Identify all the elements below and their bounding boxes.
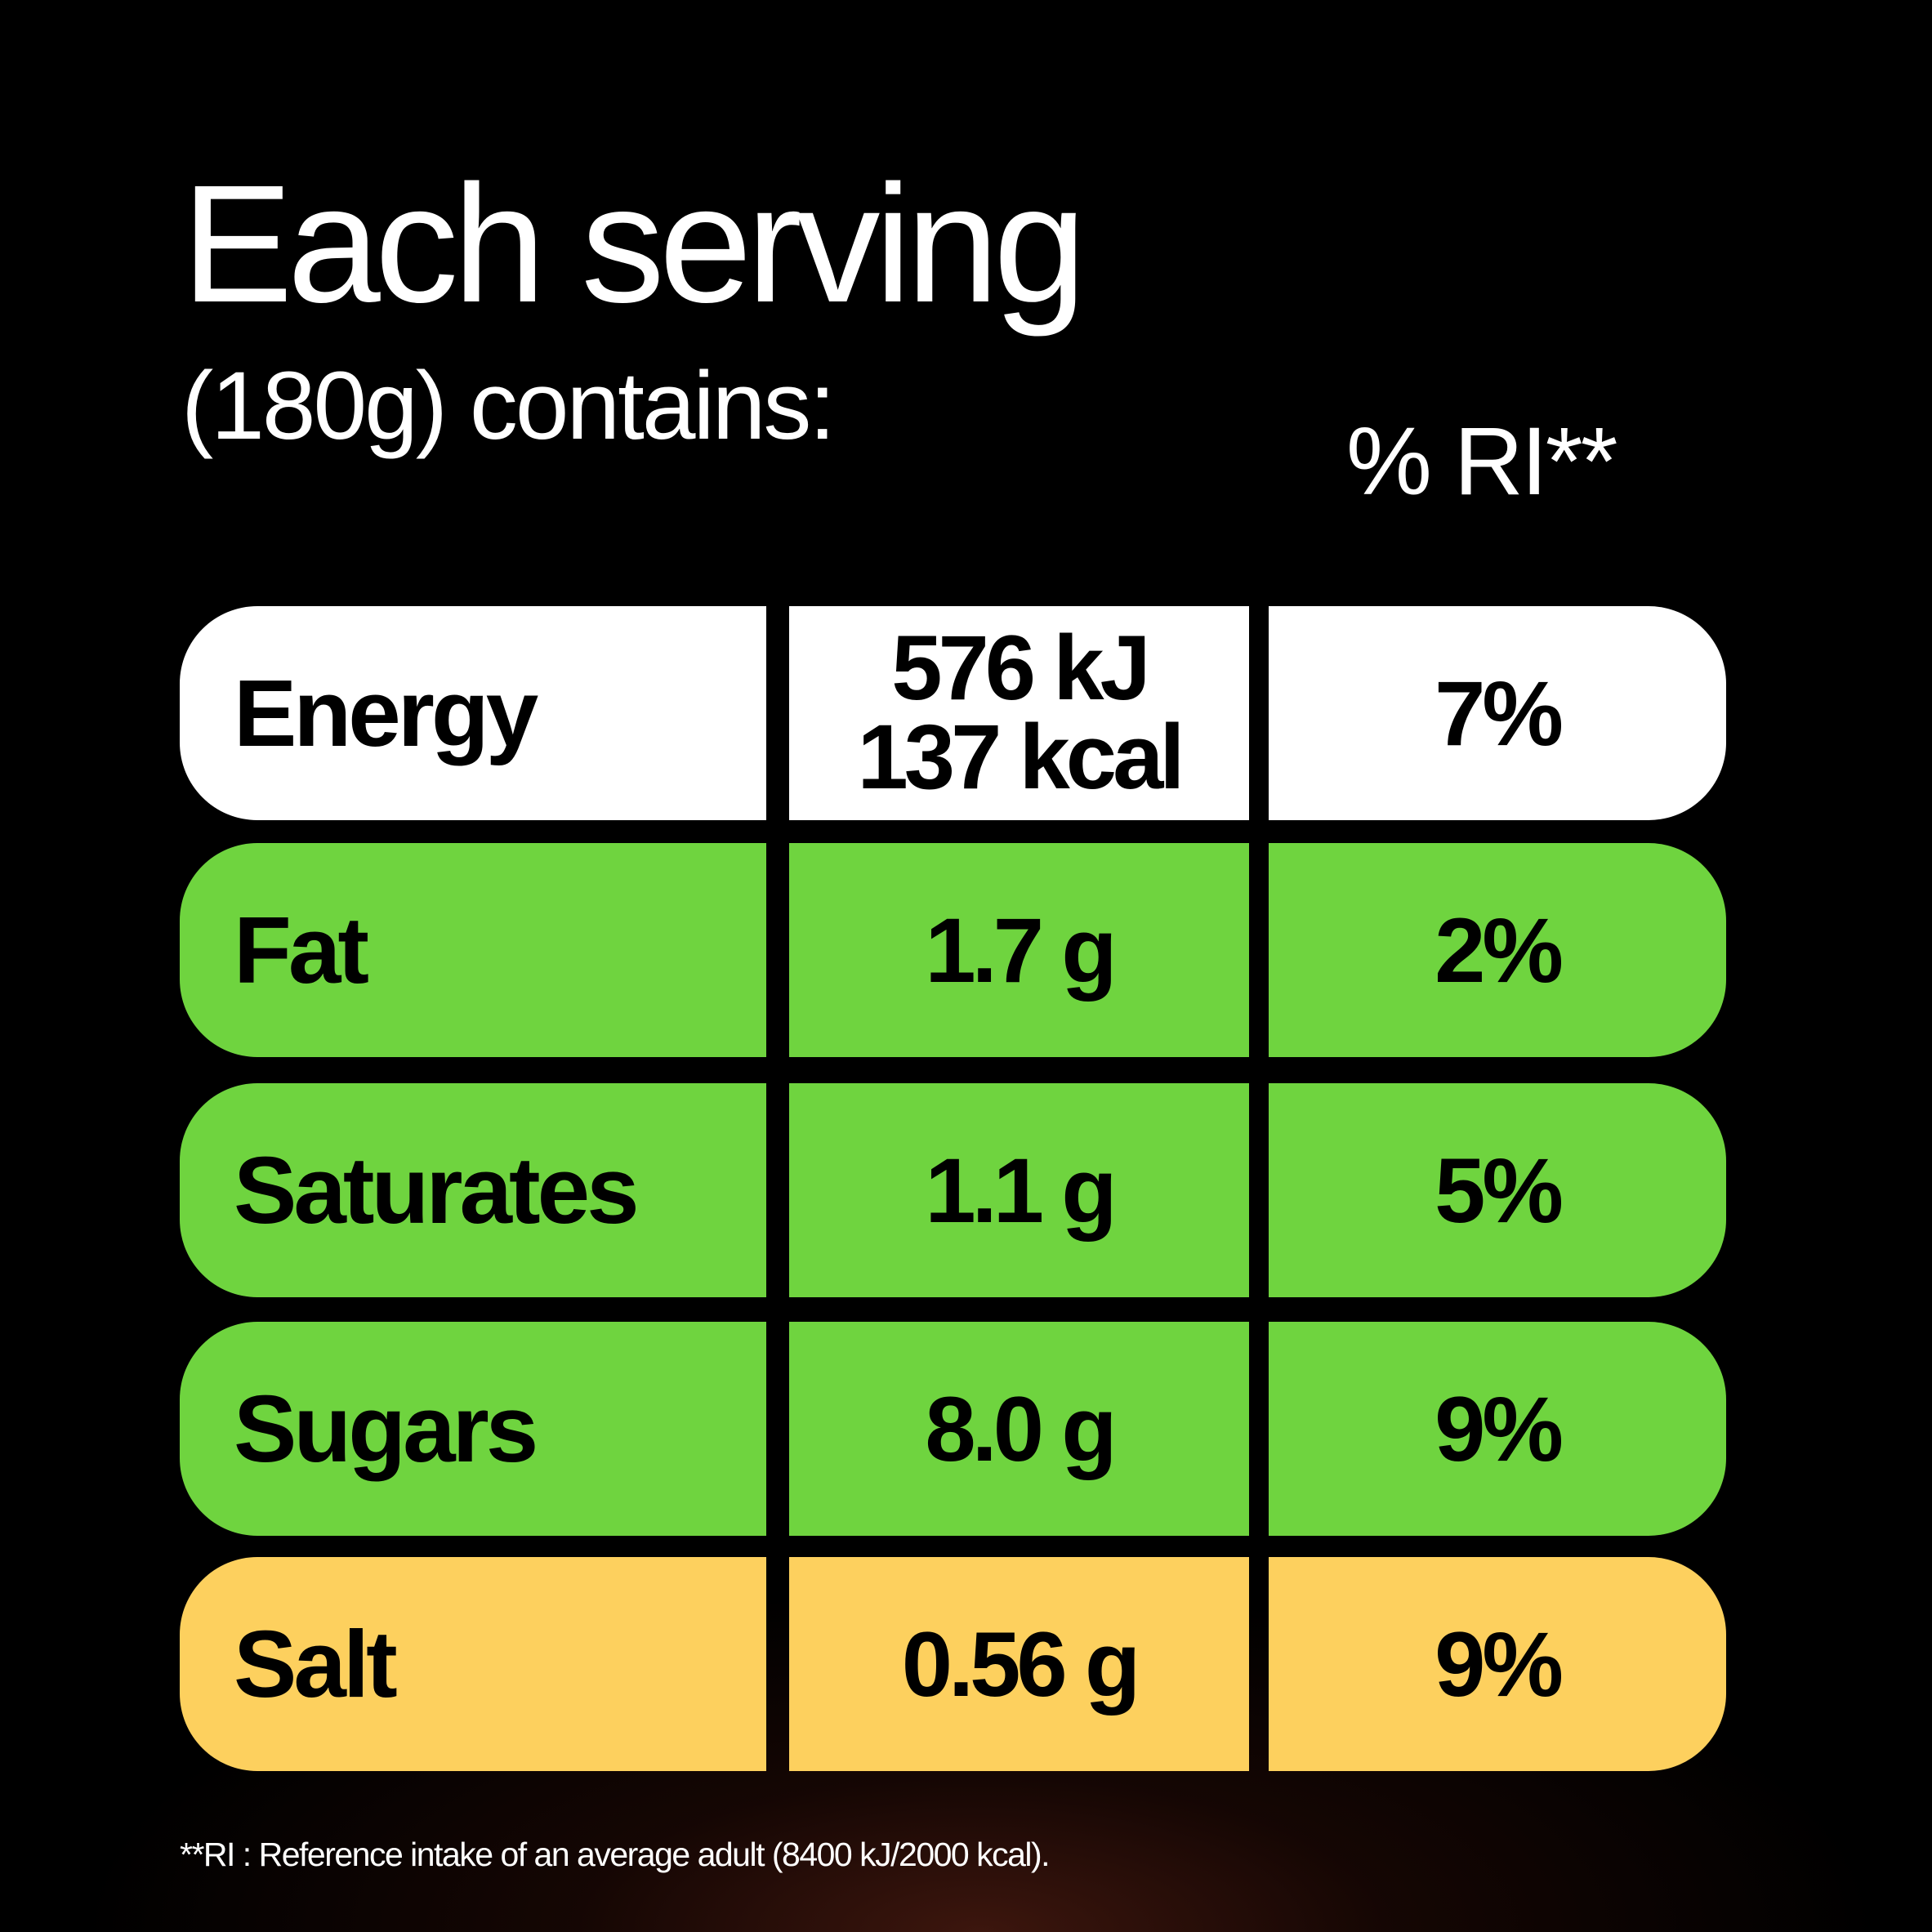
ri-value-sugars: 9%: [1269, 1322, 1726, 1536]
nutrient-label-salt: Salt: [180, 1557, 766, 1771]
energy-kj-value: 576 kJ: [891, 617, 1151, 720]
amount-value-salt: 0.56 g: [789, 1557, 1249, 1771]
ri-value-fat: 2%: [1269, 843, 1726, 1057]
footnote: **RI : Reference intake of an average ad…: [180, 1836, 1051, 1873]
table-row-sugars: Sugars 8.0 g 9%: [180, 1322, 1726, 1536]
amount-value-sugars: 8.0 g: [789, 1322, 1249, 1536]
table-row-energy: Energy 576 kJ 137 kcal 7%: [180, 606, 1726, 820]
nutrient-label-saturates: Saturates: [180, 1083, 766, 1297]
page-title: Each serving: [181, 150, 1086, 337]
ri-value-energy: 7%: [1269, 606, 1726, 820]
amount-cell-energy: 576 kJ 137 kcal: [789, 606, 1249, 820]
nutrient-label-fat: Fat: [180, 843, 766, 1057]
nutrient-label-sugars: Sugars: [180, 1322, 766, 1536]
ri-value-saturates: 5%: [1269, 1083, 1726, 1297]
amount-value-saturates: 1.1 g: [789, 1083, 1249, 1297]
table-row-salt: Salt 0.56 g 9%: [180, 1557, 1726, 1771]
ri-value-salt: 9%: [1269, 1557, 1726, 1771]
table-row-saturates: Saturates 1.1 g 5%: [180, 1083, 1726, 1297]
nutrient-label-energy: Energy: [180, 606, 766, 820]
ri-column-header: % RI**: [1346, 408, 1618, 515]
serving-size-subtitle: (180g) contains:: [181, 352, 836, 460]
energy-kcal-value: 137 kcal: [857, 706, 1185, 808]
table-row-fat: Fat 1.7 g 2%: [180, 843, 1726, 1057]
amount-value-fat: 1.7 g: [789, 843, 1249, 1057]
